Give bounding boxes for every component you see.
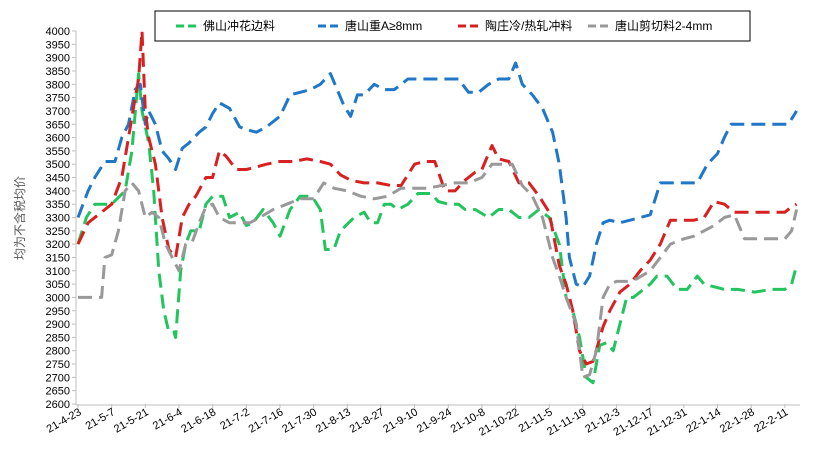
x-tick-label: 21-7-16 — [247, 406, 286, 435]
y-axis-label: 均为不含税均价 — [12, 176, 27, 260]
y-tick-label: 3500 — [46, 159, 70, 171]
y-tick-label: 4000 — [46, 26, 70, 38]
x-tick-label: 21-9-24 — [415, 406, 454, 435]
x-tick-label: 21-8-27 — [348, 406, 387, 435]
y-tick-label: 3850 — [46, 66, 70, 78]
y-tick-label: 3350 — [46, 199, 70, 211]
y-tick-label: 2800 — [46, 346, 70, 358]
legend: 佛山冲花边料 唐山重A≥8mm 陶庄冷/热轧冲料 唐山剪切料2-4mm — [154, 10, 751, 42]
series-line-4 — [78, 162, 799, 379]
legend-label: 唐山重A≥8mm — [345, 18, 422, 33]
y-tick-label: 3000 — [46, 292, 70, 304]
y-tick-label: 3550 — [46, 146, 70, 158]
x-tick-label: 21-5-21 — [112, 406, 151, 435]
series-line-2 — [76, 61, 798, 289]
y-tick-label: 3150 — [46, 252, 70, 264]
series-line-1 — [76, 72, 799, 385]
y-tick-label: 3250 — [46, 226, 70, 238]
y-tick-label: 2950 — [46, 306, 70, 318]
y-tick-label: 3800 — [46, 79, 70, 91]
legend-box — [154, 10, 751, 42]
series-layer — [76, 29, 799, 385]
x-tick-label: 22-1-28 — [718, 406, 757, 435]
y-tick-label: 3750 — [46, 93, 70, 105]
x-tick-label: 22-1-14 — [684, 406, 723, 435]
y-tick-label: 2750 — [46, 359, 70, 371]
x-tick-label: 21-8-13 — [314, 406, 353, 435]
legend-label: 佛山冲花边料 — [203, 18, 275, 33]
x-tick-label: 21-7-2 — [218, 406, 252, 432]
y-tick-label: 3050 — [46, 279, 70, 291]
legend-label: 唐山剪切料2-4mm — [615, 18, 712, 33]
y-tick-label: 3450 — [46, 173, 70, 185]
y-tick-label: 3300 — [46, 213, 70, 225]
y-tick-label: 3200 — [46, 239, 70, 251]
y-tick-label: 3900 — [46, 53, 70, 65]
y-tick-label: 2600 — [46, 399, 70, 411]
y-tick-label: 3650 — [46, 119, 70, 131]
y-tick-label: 3950 — [46, 39, 70, 51]
y-tick-label: 2900 — [46, 319, 70, 331]
y-tick-label: 3100 — [46, 266, 70, 278]
x-tick-label: 22-2-11 — [752, 406, 790, 435]
x-tick-label: 21-9-10 — [381, 406, 420, 435]
x-tick-label: 21-6-18 — [179, 406, 218, 435]
y-tick-label: 3400 — [46, 186, 70, 198]
series-line-3 — [76, 29, 798, 366]
y-tick-label: 3700 — [46, 106, 70, 118]
x-tick-label: 21-5-7 — [84, 406, 118, 432]
y-tick-label: 2700 — [46, 372, 70, 384]
y-tick-label: 2650 — [46, 386, 70, 398]
x-tick-label: 21-6-4 — [151, 406, 185, 432]
y-tick-label: 3600 — [46, 133, 70, 145]
legend-label: 陶庄冷/热轧冲料 — [485, 18, 572, 33]
y-tick-label: 2850 — [46, 332, 70, 344]
x-tick-label: 21-7-30 — [280, 406, 319, 435]
